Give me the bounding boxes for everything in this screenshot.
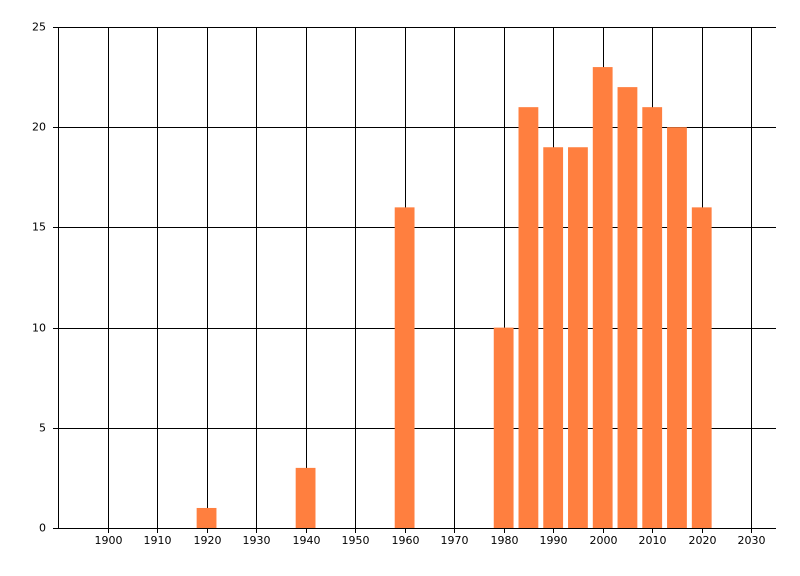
bar [667,127,687,528]
y-tick-label: 10 [32,322,46,335]
y-tick-label: 5 [39,422,46,435]
x-tick-label: 1950 [342,534,370,547]
x-tick-label: 1900 [95,534,123,547]
bar [295,467,316,528]
x-tick-label: 1920 [194,534,222,547]
x-tick-label: 1980 [491,534,519,547]
x-tick-label: 1970 [441,534,469,547]
bar [642,107,663,528]
bar [592,67,613,528]
bar [493,327,514,528]
y-tick-label: 0 [39,522,46,535]
x-tick-label: 2020 [689,534,717,547]
y-tick-label: 25 [32,21,46,34]
bar [691,207,712,529]
x-tick-label: 1990 [540,534,568,547]
x-tick-label: 1910 [144,534,172,547]
x-tick-label: 2000 [590,534,618,547]
bar [196,507,217,528]
bar [568,147,588,529]
x-tick-label: 1940 [293,534,321,547]
bar [394,207,415,529]
x-tick-label: 2010 [639,534,667,547]
bar [543,147,564,529]
x-tick-label: 1960 [392,534,420,547]
x-tick-label: 2030 [738,534,766,547]
y-tick-label: 20 [32,121,46,134]
x-tick-label: 1930 [243,534,271,547]
bar [617,87,638,529]
bar [518,107,539,528]
y-tick-label: 15 [32,221,46,234]
